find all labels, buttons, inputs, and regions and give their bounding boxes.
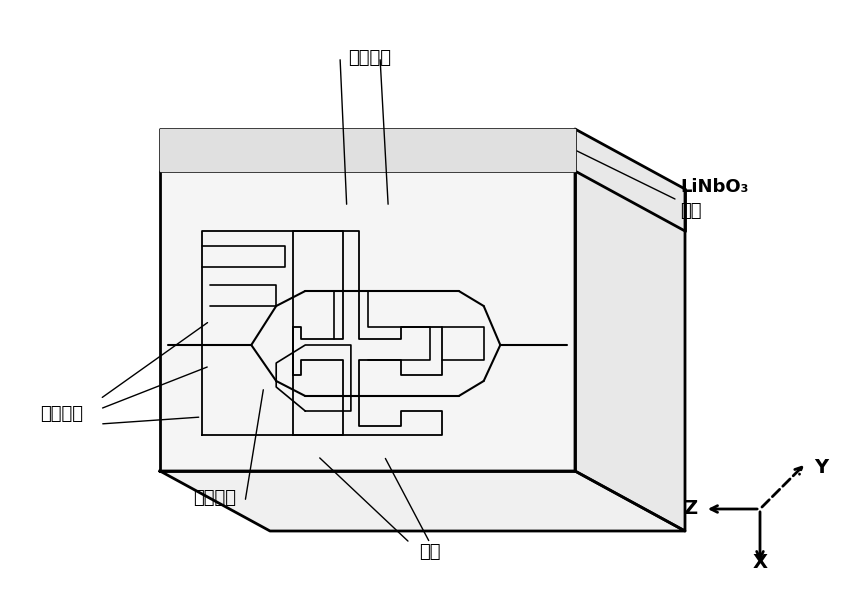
Polygon shape <box>160 471 685 531</box>
Text: LiNbO₃
衬底: LiNbO₃ 衬底 <box>680 178 749 220</box>
Text: X: X <box>752 553 767 572</box>
Polygon shape <box>160 129 575 471</box>
Text: Z: Z <box>683 499 697 518</box>
Polygon shape <box>160 129 575 171</box>
Text: Y: Y <box>814 458 828 477</box>
Text: 光纤: 光纤 <box>420 543 441 561</box>
Polygon shape <box>575 129 685 531</box>
Text: 输出波导: 输出波导 <box>349 49 392 67</box>
Text: 金属电极: 金属电极 <box>40 405 83 423</box>
Text: 输入波导: 输入波导 <box>194 489 237 507</box>
